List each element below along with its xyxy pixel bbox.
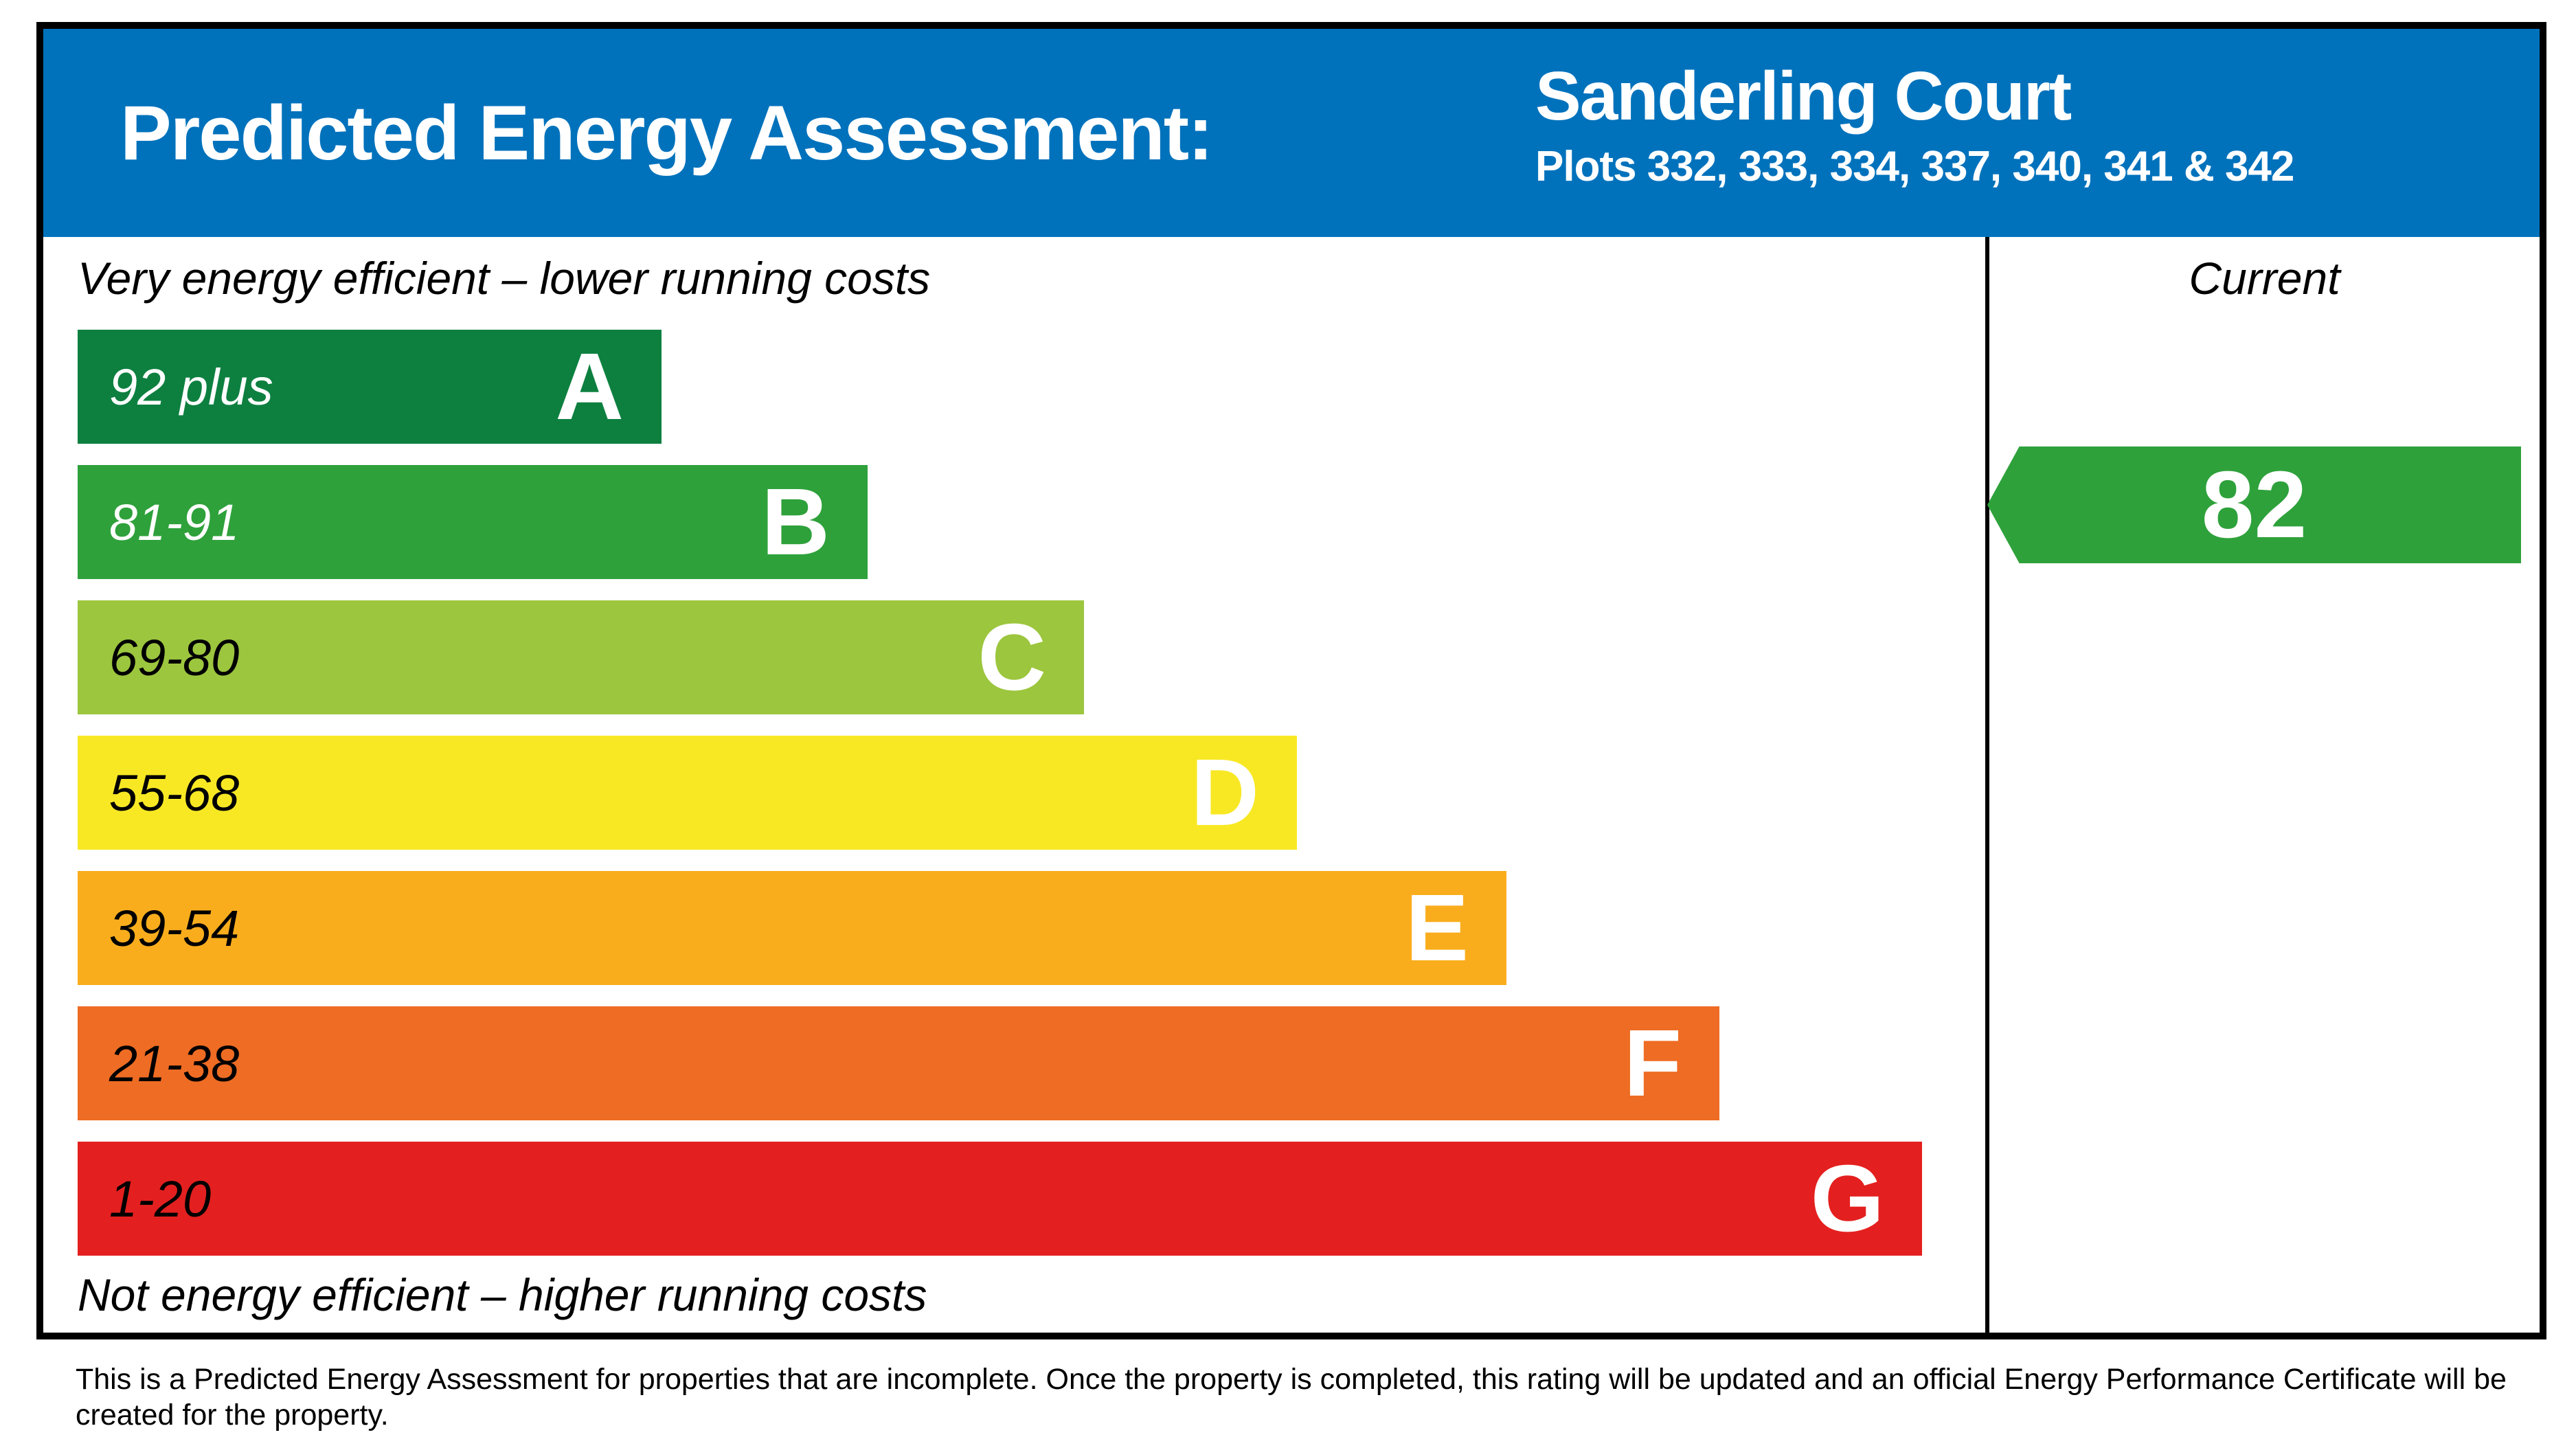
current-rating-value: 82 [2201, 452, 2307, 558]
band-letter: F [1623, 1010, 1682, 1116]
band-row-g: 1-20 G [78, 1142, 1922, 1256]
property-plots: Plots 332, 333, 334, 337, 340, 341 & 342 [1535, 143, 2294, 190]
band-row-d: 55-68 D [78, 736, 1297, 850]
property-info: Sanderling Court Plots 332, 333, 334, 33… [1535, 60, 2294, 191]
band-range-label: 1-20 [109, 1170, 212, 1228]
current-rating-arrow: 82 [1987, 446, 2521, 563]
top-scale-label: Very energy efficient – lower running co… [78, 253, 931, 304]
band-range-label: 39-54 [109, 899, 240, 957]
band-letter: D [1190, 740, 1259, 846]
header-banner: Predicted Energy Assessment: Sanderling … [43, 29, 2540, 237]
band-letter: E [1405, 875, 1469, 981]
band-letter: A [555, 334, 624, 440]
band-row-e: 39-54 E [78, 871, 1506, 985]
page-title: Predicted Energy Assessment: [120, 90, 1213, 176]
rating-chart-area: Very energy efficient – lower running co… [43, 237, 2540, 1333]
band-row-b: 81-91 B [78, 465, 868, 579]
band-letter: G [1810, 1146, 1884, 1252]
footer-note: This is a Predicted Energy Assessment fo… [76, 1363, 2507, 1432]
band-letter: B [761, 469, 830, 575]
assessment-chart-frame: Predicted Energy Assessment: Sanderling … [36, 22, 2546, 1339]
property-name: Sanderling Court [1535, 58, 2072, 135]
band-range-label: 81-91 [109, 493, 240, 551]
column-divider [1985, 237, 1989, 1333]
band-row-a: 92 plus A [78, 330, 662, 444]
bottom-scale-label: Not energy efficient – higher running co… [78, 1269, 927, 1320]
current-column-header: Current [2189, 253, 2340, 304]
band-range-label: 55-68 [109, 764, 240, 822]
band-range-label: 21-38 [109, 1034, 240, 1092]
current-column: Current [1989, 237, 2540, 1333]
band-range-label: 92 plus [109, 358, 273, 416]
band-row-f: 21-38 F [78, 1006, 1719, 1120]
band-range-label: 69-80 [109, 629, 240, 686]
band-letter: C [978, 604, 1046, 710]
band-row-c: 69-80 C [78, 600, 1084, 714]
